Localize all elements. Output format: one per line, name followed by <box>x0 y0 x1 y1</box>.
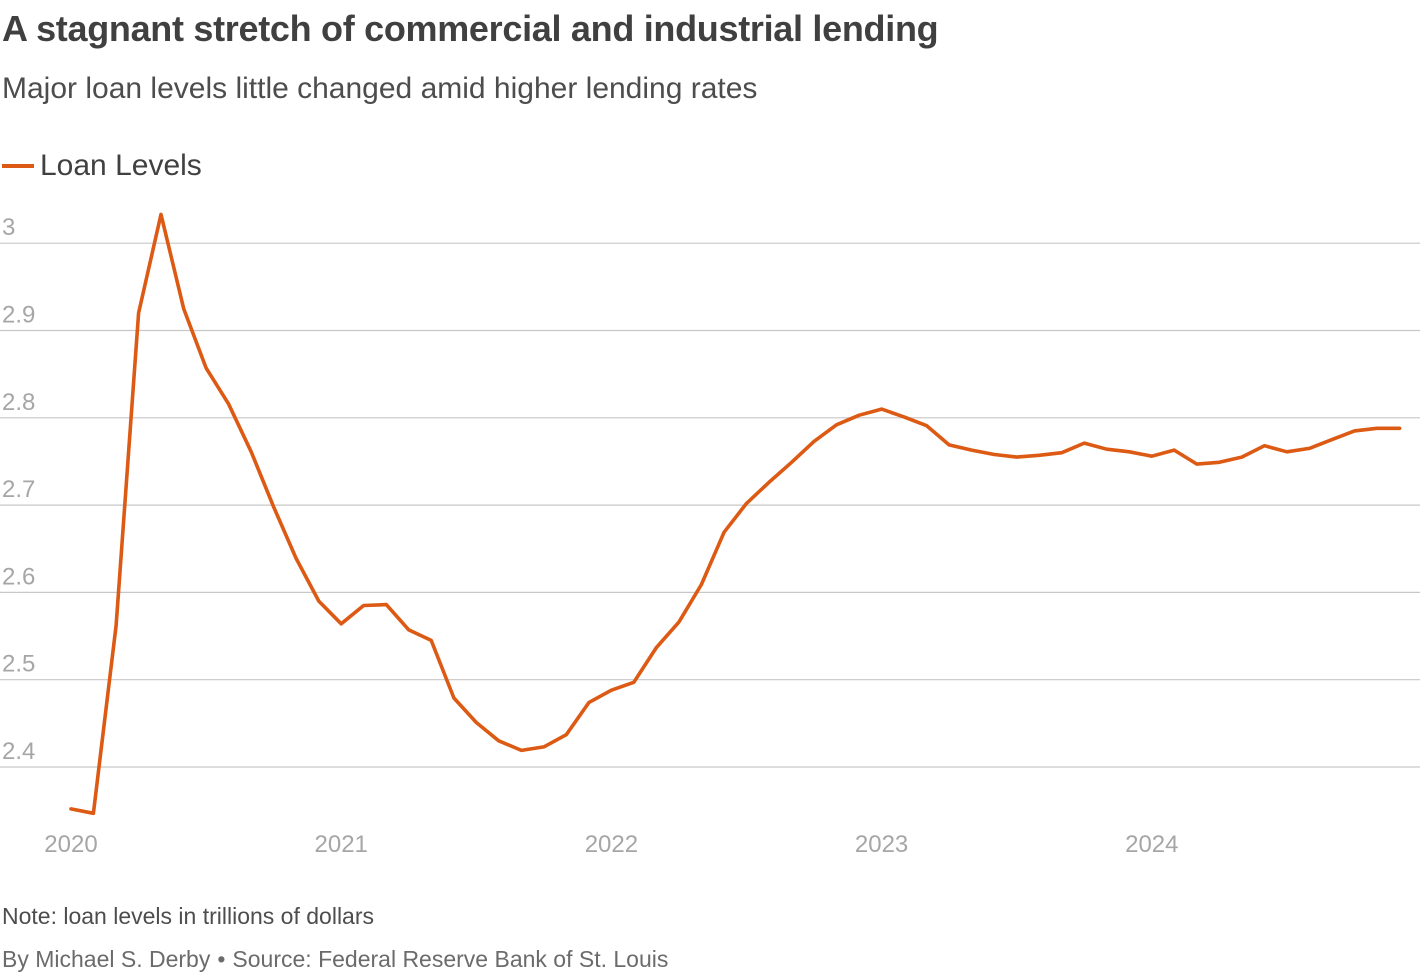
chart-title: A stagnant stretch of commercial and ind… <box>2 8 939 49</box>
legend: Loan Levels <box>2 148 202 184</box>
chart-credit: By Michael S. Derby • Source: Federal Rese… <box>2 946 668 973</box>
y-axis-tick-labels: 2.4 2.5 2.6 2.7 2.8 2.9 3 <box>2 214 35 765</box>
x-tick-label: 2023 <box>855 831 908 858</box>
byline-source: Source: Federal Reserve Bank of St. Loui… <box>232 946 669 972</box>
series <box>69 212 1402 816</box>
x-tick-label: 2021 <box>315 831 368 858</box>
y-tick-label: 2.6 <box>2 563 35 590</box>
y-tick-label: 2.4 <box>2 738 35 765</box>
x-tick-label: 2024 <box>1125 831 1178 858</box>
x-tick-label: 2020 <box>44 831 97 858</box>
y-tick-label: 2.8 <box>2 389 35 416</box>
legend-swatch-loan-levels <box>2 164 34 168</box>
byline-author: By Michael S. Derby <box>2 946 211 972</box>
x-tick-label: 2022 <box>585 831 638 858</box>
byline-separator: • <box>217 946 226 972</box>
chart-note: Note: loan levels in trillions of dollar… <box>2 903 375 929</box>
grid <box>0 242 1420 768</box>
x-axis-tick-labels: 2020 2021 2022 2023 2024 <box>44 831 1178 858</box>
series-line-loan-levels <box>69 212 1402 816</box>
line-chart: 2.4 2.5 2.6 2.7 2.8 2.9 3 2020 2021 2022 2023 2024 <box>0 212 1420 858</box>
legend-label-loan-levels: Loan Levels <box>40 149 202 182</box>
y-tick-label: 3 <box>2 214 15 241</box>
y-tick-label: 2.7 <box>2 476 35 503</box>
chart-subtitle: Major loan levels little changed amid hi… <box>2 72 758 105</box>
y-tick-label: 2.9 <box>2 302 35 329</box>
y-tick-label: 2.5 <box>2 651 35 678</box>
